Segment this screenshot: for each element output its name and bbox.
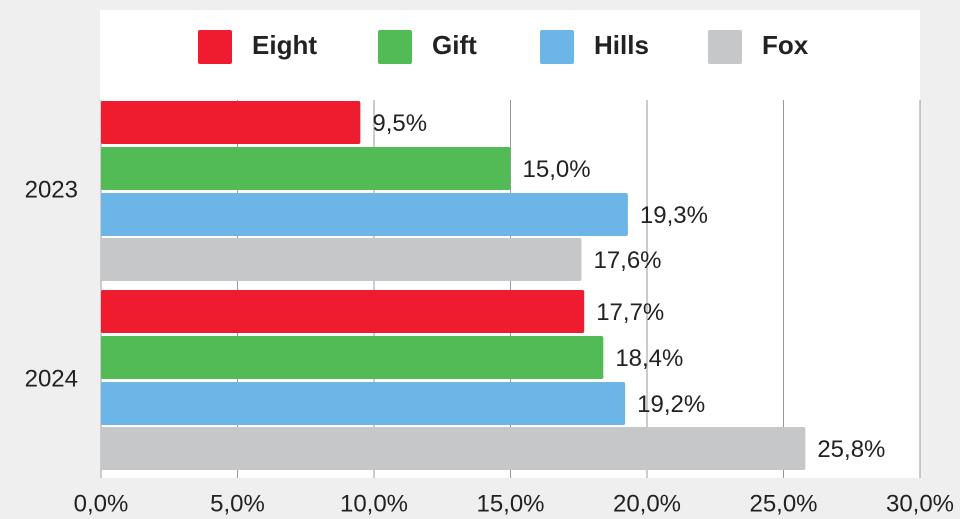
value-label: 15,0% — [523, 156, 591, 183]
x-tick-label: 10,0% — [340, 490, 408, 517]
x-tick-label: 25,0% — [749, 490, 817, 517]
x-tick-label: 5,0% — [210, 490, 265, 517]
value-label: 19,3% — [640, 202, 708, 229]
value-label: 17,7% — [596, 299, 664, 326]
y-tick-label: 2023 — [25, 176, 78, 203]
bar — [101, 427, 806, 470]
x-tick-label: 0,0% — [74, 490, 129, 517]
bar — [101, 147, 511, 190]
y-tick-label: 2024 — [25, 365, 78, 392]
bar — [101, 290, 585, 333]
x-tick-label: 30,0% — [886, 490, 954, 517]
legend-swatch — [708, 30, 742, 64]
bar — [101, 101, 361, 144]
value-label: 17,6% — [593, 247, 661, 274]
legend-label: Fox — [762, 30, 809, 60]
value-label: 25,8% — [817, 436, 885, 463]
legend-swatch — [378, 30, 412, 64]
legend-swatch — [198, 30, 232, 64]
legend-label: Hills — [594, 30, 649, 60]
bar — [101, 238, 582, 281]
x-tick-label: 15,0% — [476, 490, 544, 517]
legend-label: Gift — [432, 30, 477, 60]
bar — [101, 336, 604, 379]
bar — [101, 382, 626, 425]
value-label: 9,5% — [372, 110, 427, 137]
bar — [101, 193, 628, 236]
x-tick-label: 20,0% — [613, 490, 681, 517]
legend-swatch — [540, 30, 574, 64]
value-label: 19,2% — [637, 391, 705, 418]
value-label: 18,4% — [615, 345, 683, 372]
legend-label: Eight — [252, 30, 317, 60]
